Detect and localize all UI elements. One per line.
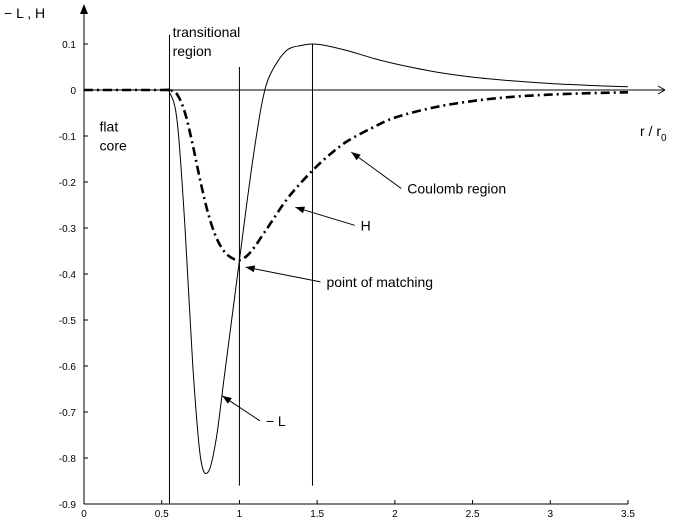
- annotation-line: H: [361, 217, 371, 233]
- annotation-arrowhead: [222, 395, 232, 404]
- y-axis-label: − L , H: [4, 5, 45, 21]
- y-tick-label: -0.5: [59, 316, 77, 327]
- y-tick-label: -0.9: [59, 500, 77, 511]
- annotation-label: point of matching: [326, 274, 433, 290]
- annotation-line: point of matching: [326, 274, 433, 290]
- x-axis-arrow-bottom: [657, 89, 666, 95]
- annotation-line: region: [173, 43, 212, 59]
- annotation-line: transitional: [173, 24, 241, 40]
- annotation-line: − L: [266, 413, 286, 429]
- annotation-line: Coulomb region: [407, 181, 506, 197]
- y-tick-label: -0.3: [59, 224, 77, 235]
- x-tick-label: 0: [81, 509, 87, 520]
- annotation-arrowhead: [245, 265, 256, 273]
- y-tick-label: 0: [70, 86, 76, 97]
- y-axis-arrowhead: [80, 4, 88, 14]
- x-axis-label-main: r / r: [640, 123, 661, 139]
- annotation-label: H: [361, 217, 371, 233]
- y-tick-label: -0.7: [59, 408, 77, 419]
- x-axis-arrow-top: [657, 85, 666, 91]
- annotations-group: transitional region flat core Coulomb region…: [100, 24, 507, 429]
- annotation-arrow-line: [245, 266, 321, 283]
- annotation-arrowhead: [351, 152, 361, 161]
- annotation-label: − L: [266, 413, 286, 429]
- y-tick-label: -0.2: [59, 178, 77, 189]
- annotation-label: transitional region: [173, 24, 241, 59]
- x-tick-label: 3: [548, 509, 554, 520]
- x-tick-label: 2: [392, 509, 398, 520]
- series-group: [83, 43, 629, 474]
- x-axis-label-subscript: 0: [661, 133, 667, 144]
- annotation-arrow-line: [351, 151, 402, 189]
- annotation-arrow-line: [295, 206, 355, 226]
- annotation-line: flat: [100, 118, 119, 134]
- x-tick-label: 2.5: [466, 509, 480, 520]
- x-axis-label: r / r0: [640, 123, 667, 144]
- annotation-label: flat core: [100, 118, 127, 153]
- axes-group: [80, 4, 666, 505]
- series-line-minus-L: [83, 43, 629, 474]
- y-tick-label: -0.8: [59, 454, 77, 465]
- y-tick-label: -0.1: [59, 132, 77, 143]
- x-tick-label: 1: [237, 509, 243, 520]
- region-divider-lines: [168, 34, 313, 504]
- y-tick-label: -0.4: [59, 270, 77, 281]
- annotation-label: Coulomb region: [407, 181, 506, 197]
- y-tick-label: 0.1: [62, 40, 76, 51]
- y-tick-label: -0.6: [59, 362, 77, 373]
- ticks-group: 0 0.5 1 1.5 2 2.5 3 3.5 0.1 0 -0.1 -0.2 -0.3 -0.4 -0.5…: [59, 40, 636, 520]
- series-line-H: [84, 88, 629, 262]
- annotation-line: core: [100, 137, 127, 153]
- annotation-arrowhead: [295, 206, 306, 214]
- x-tick-label: 1.5: [310, 509, 324, 520]
- x-tick-label: 3.5: [621, 509, 635, 520]
- x-tick-label: 0.5: [155, 509, 169, 520]
